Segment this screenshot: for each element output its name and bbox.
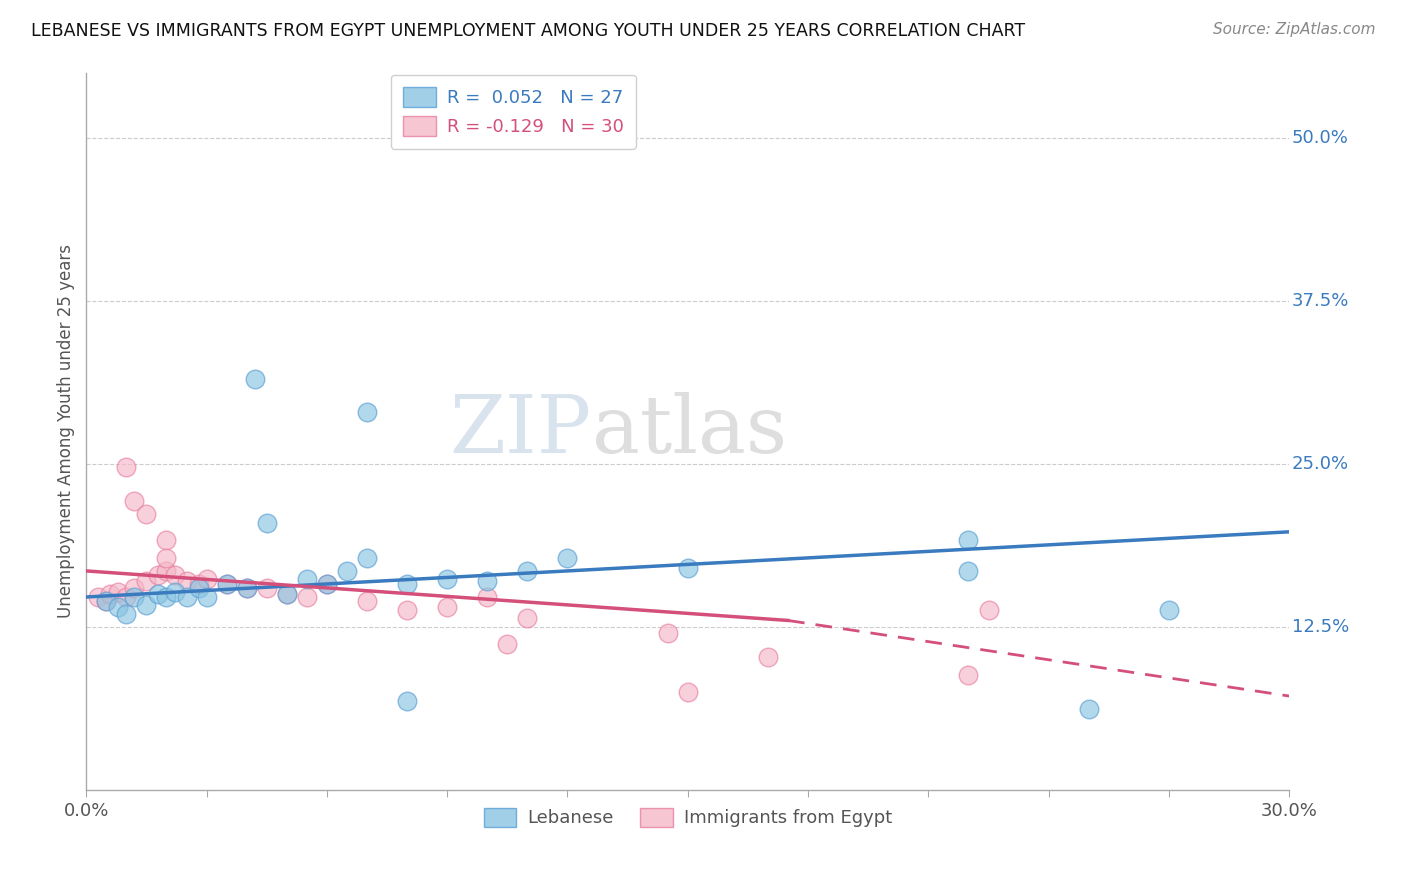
Point bbox=[243, 372, 266, 386]
Point bbox=[124, 493, 146, 508]
Point bbox=[135, 574, 157, 589]
Point bbox=[496, 637, 519, 651]
Point bbox=[315, 577, 337, 591]
Point bbox=[657, 626, 679, 640]
Point bbox=[115, 607, 138, 621]
Point bbox=[756, 649, 779, 664]
Point bbox=[396, 603, 419, 617]
Point bbox=[163, 567, 186, 582]
Point bbox=[124, 590, 146, 604]
Point bbox=[195, 572, 218, 586]
Point bbox=[235, 581, 257, 595]
Point bbox=[87, 590, 110, 604]
Point bbox=[96, 594, 118, 608]
Point bbox=[187, 581, 209, 595]
Point bbox=[107, 584, 129, 599]
Point bbox=[676, 685, 699, 699]
Point bbox=[135, 507, 157, 521]
Point bbox=[176, 590, 198, 604]
Text: ZIP: ZIP bbox=[450, 392, 592, 470]
Point bbox=[557, 550, 579, 565]
Point bbox=[235, 581, 257, 595]
Point bbox=[295, 590, 318, 604]
Point bbox=[155, 533, 177, 547]
Point bbox=[256, 516, 278, 530]
Point bbox=[676, 561, 699, 575]
Point bbox=[96, 594, 118, 608]
Text: 50.0%: 50.0% bbox=[1292, 129, 1348, 147]
Point bbox=[276, 587, 298, 601]
Point bbox=[396, 694, 419, 708]
Text: 37.5%: 37.5% bbox=[1292, 292, 1348, 310]
Text: Source: ZipAtlas.com: Source: ZipAtlas.com bbox=[1212, 22, 1375, 37]
Point bbox=[215, 577, 238, 591]
Point bbox=[115, 590, 138, 604]
Point bbox=[163, 584, 186, 599]
Point bbox=[516, 564, 538, 578]
Point bbox=[356, 594, 378, 608]
Point bbox=[107, 600, 129, 615]
Point bbox=[155, 564, 177, 578]
Point bbox=[187, 577, 209, 591]
Legend: Lebanese, Immigrants from Egypt: Lebanese, Immigrants from Egypt bbox=[477, 800, 900, 835]
Text: LEBANESE VS IMMIGRANTS FROM EGYPT UNEMPLOYMENT AMONG YOUTH UNDER 25 YEARS CORREL: LEBANESE VS IMMIGRANTS FROM EGYPT UNEMPL… bbox=[31, 22, 1025, 40]
Point bbox=[276, 587, 298, 601]
Point bbox=[124, 581, 146, 595]
Point bbox=[256, 581, 278, 595]
Point bbox=[957, 533, 980, 547]
Point bbox=[957, 668, 980, 682]
Point bbox=[315, 577, 337, 591]
Point bbox=[516, 611, 538, 625]
Text: atlas: atlas bbox=[592, 392, 787, 470]
Point bbox=[115, 459, 138, 474]
Point bbox=[977, 603, 1000, 617]
Point bbox=[477, 574, 499, 589]
Point bbox=[336, 564, 359, 578]
Point bbox=[148, 567, 170, 582]
Y-axis label: Unemployment Among Youth under 25 years: Unemployment Among Youth under 25 years bbox=[58, 244, 75, 618]
Point bbox=[195, 590, 218, 604]
Point bbox=[957, 564, 980, 578]
Text: 12.5%: 12.5% bbox=[1292, 618, 1348, 636]
Point bbox=[477, 590, 499, 604]
Point bbox=[1077, 702, 1099, 716]
Point bbox=[98, 587, 121, 601]
Point bbox=[356, 550, 378, 565]
Point bbox=[436, 600, 458, 615]
Text: 25.0%: 25.0% bbox=[1292, 455, 1348, 473]
Point bbox=[148, 587, 170, 601]
Point bbox=[176, 574, 198, 589]
Point bbox=[356, 405, 378, 419]
Point bbox=[396, 577, 419, 591]
Point bbox=[1157, 603, 1180, 617]
Point bbox=[155, 550, 177, 565]
Point bbox=[215, 577, 238, 591]
Point bbox=[155, 590, 177, 604]
Point bbox=[295, 572, 318, 586]
Point bbox=[135, 598, 157, 612]
Point bbox=[436, 572, 458, 586]
